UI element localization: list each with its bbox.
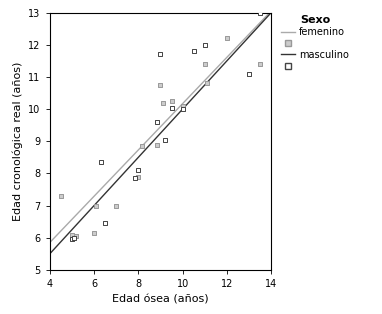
- Point: [135, 174, 141, 179]
- Y-axis label: Edad cronológica real (años): Edad cronológica real (años): [12, 62, 23, 221]
- Point: [160, 100, 166, 105]
- Point: [157, 52, 163, 57]
- Point: [102, 221, 108, 226]
- Point: [257, 10, 263, 15]
- Point: [191, 49, 197, 54]
- Point: [154, 142, 160, 147]
- Point: [69, 232, 75, 237]
- Point: [202, 42, 208, 47]
- Point: [168, 99, 175, 104]
- Point: [91, 230, 97, 236]
- Point: [93, 203, 99, 208]
- Point: [73, 234, 79, 239]
- Point: [157, 83, 163, 88]
- Point: [257, 62, 263, 67]
- X-axis label: Edad ósea (años): Edad ósea (años): [112, 295, 209, 305]
- Point: [204, 81, 210, 86]
- Point: [135, 168, 141, 173]
- Point: [58, 193, 64, 198]
- Point: [168, 105, 175, 110]
- Point: [180, 103, 186, 108]
- Legend: femenino, , masculino, : femenino, , masculino,: [278, 13, 352, 74]
- Point: [132, 176, 138, 181]
- Point: [113, 203, 119, 208]
- Point: [71, 236, 77, 241]
- Point: [139, 143, 145, 149]
- Point: [202, 62, 208, 67]
- Point: [69, 237, 75, 242]
- Point: [97, 160, 104, 165]
- Point: [246, 71, 252, 76]
- Point: [154, 119, 160, 124]
- Point: [162, 137, 168, 142]
- Point: [224, 36, 230, 41]
- Point: [180, 106, 186, 111]
